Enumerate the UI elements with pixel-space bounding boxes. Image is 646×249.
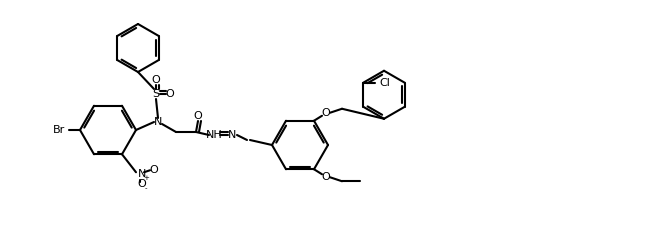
Text: N: N [228, 130, 236, 140]
Text: N: N [138, 169, 146, 179]
Text: O: O [322, 172, 330, 182]
Text: O: O [138, 179, 147, 189]
Text: O: O [165, 89, 174, 99]
Text: O: O [322, 108, 330, 118]
Text: O: O [152, 75, 160, 85]
Text: Cl: Cl [379, 78, 390, 88]
Text: O: O [194, 111, 202, 121]
Text: -: - [145, 185, 147, 191]
Text: NH: NH [205, 130, 222, 140]
Text: N: N [154, 117, 162, 127]
Text: +: + [143, 175, 149, 181]
Text: Br: Br [53, 125, 65, 135]
Text: O: O [150, 165, 158, 175]
Text: S: S [152, 89, 160, 99]
